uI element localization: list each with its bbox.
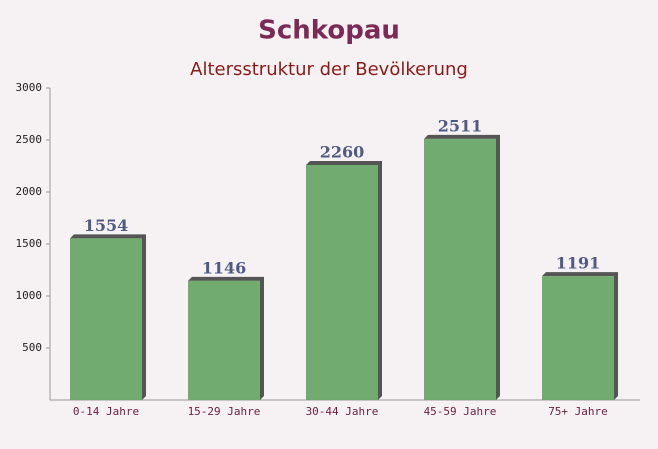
x-tick-label: 0-14 Jahre [73, 405, 139, 418]
y-tick-label: 2500 [16, 133, 43, 146]
bar [188, 280, 260, 400]
x-tick-label: 15-29 Jahre [188, 405, 261, 418]
x-tick-label: 30-44 Jahre [306, 405, 379, 418]
y-tick-label: 2000 [16, 185, 43, 198]
x-tick-label: 45-59 Jahre [424, 405, 497, 418]
y-tick-label: 1500 [16, 237, 43, 250]
y-tick-label: 3000 [16, 81, 43, 94]
bar [424, 138, 496, 400]
value-label: 1554 [84, 216, 129, 235]
y-tick-label: 1000 [16, 289, 43, 302]
chart-subtitle: Altersstruktur der Bevölkerung [190, 59, 468, 80]
chart-title: Schkopau [258, 16, 400, 46]
value-label: 1191 [556, 254, 601, 273]
bar [542, 276, 614, 400]
value-label: 2511 [438, 116, 483, 135]
bar [306, 164, 378, 400]
value-label: 1146 [202, 258, 247, 277]
bar [70, 238, 142, 400]
y-tick-label: 500 [22, 341, 42, 354]
x-tick-label: 75+ Jahre [548, 405, 608, 418]
value-label: 2260 [320, 142, 365, 161]
